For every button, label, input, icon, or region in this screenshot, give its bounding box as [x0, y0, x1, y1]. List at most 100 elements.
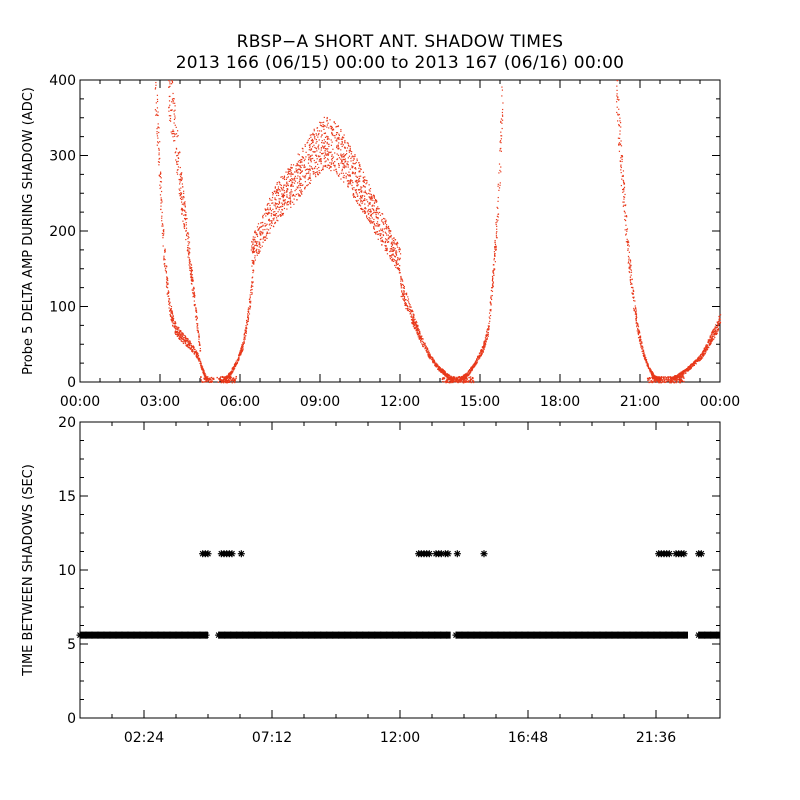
data-point: [184, 340, 187, 342]
data-point: [649, 368, 651, 370]
data-point: [277, 188, 279, 190]
data-point: [289, 168, 291, 171]
data-point: [711, 335, 714, 338]
data-point: [235, 363, 237, 365]
data-point: [416, 331, 419, 333]
data-point: [650, 372, 652, 374]
data-point: [353, 196, 355, 198]
data-point: [655, 379, 657, 381]
data-point: [189, 343, 191, 345]
data-point: [293, 179, 295, 181]
data-point: [677, 375, 680, 377]
data-point: [338, 142, 340, 144]
data-point: [223, 378, 225, 380]
data-point: [458, 379, 461, 381]
data-point: [483, 340, 485, 343]
data-point: [708, 339, 710, 342]
data-point: [354, 167, 356, 169]
data-point: [639, 339, 641, 341]
data-point: [351, 156, 353, 158]
data-point: [318, 160, 320, 162]
data-point: [358, 180, 360, 182]
data-point: [401, 295, 403, 298]
data-point: [463, 379, 465, 382]
data-point: [628, 259, 630, 261]
data-point: [262, 221, 264, 224]
data-point: [316, 127, 318, 129]
data-point: [393, 241, 395, 243]
data-point: [437, 367, 439, 369]
data-point: [327, 164, 329, 166]
data-point: [321, 168, 324, 171]
data-point: [196, 353, 198, 355]
data-point: [347, 174, 349, 176]
data-point: [289, 194, 291, 196]
data-point: [635, 320, 637, 322]
data-point: [300, 166, 302, 169]
data-point: [399, 257, 401, 259]
data-point: [177, 166, 180, 168]
data-point: [290, 164, 292, 166]
data-point: [176, 334, 179, 336]
data-point: [701, 352, 703, 354]
data-point: [395, 254, 398, 256]
data-point: [178, 178, 180, 181]
data-point: [336, 125, 338, 128]
data-point: [393, 249, 396, 251]
data-point: [198, 357, 200, 360]
data-point: [283, 207, 286, 210]
data-point: [289, 203, 292, 205]
data-point: [626, 230, 628, 232]
data-point: [473, 365, 475, 367]
data-point: [251, 292, 253, 294]
data-point: [243, 338, 245, 340]
data-point: [180, 335, 182, 337]
data-point: [266, 203, 269, 205]
data-point: [299, 189, 301, 192]
data-point: [622, 205, 624, 207]
data-point: [442, 368, 444, 371]
data-point: [501, 86, 503, 88]
data-point: [618, 125, 620, 127]
data-point: [327, 148, 329, 150]
data-point: [497, 216, 499, 218]
data-point: [426, 348, 428, 350]
data-point: [196, 324, 199, 326]
data-point: [305, 168, 308, 171]
data-point: [233, 368, 235, 371]
data-point: [366, 193, 368, 195]
data-point: [195, 354, 198, 356]
data-point: [181, 178, 183, 180]
data-point: [636, 323, 638, 325]
data-point: [696, 360, 699, 362]
data-point: [635, 322, 638, 324]
data-point: [199, 360, 201, 362]
data-point: [282, 212, 285, 215]
data-point: [621, 175, 623, 177]
data-point: [699, 355, 701, 357]
data-point: [488, 328, 490, 330]
data-point: [628, 257, 630, 259]
data-point: [232, 366, 235, 368]
x-tick-label: 06:00: [220, 394, 260, 410]
data-point: [621, 156, 624, 158]
data-point: [327, 136, 329, 138]
data-point: [418, 337, 421, 339]
data-point: [171, 81, 174, 83]
data-point: [231, 371, 233, 373]
data-point: [158, 131, 160, 134]
data-point: [391, 258, 394, 261]
data-point: [711, 339, 713, 341]
data-point: [338, 175, 340, 177]
data-point: [480, 351, 482, 353]
data-point: [617, 97, 619, 99]
data-point: [312, 133, 314, 136]
data-point: [381, 239, 384, 241]
data-point: [266, 223, 268, 225]
data-point: [309, 169, 311, 171]
data-point: [618, 123, 620, 126]
data-point: [193, 295, 195, 297]
data-point: [228, 374, 230, 376]
data-point: [501, 89, 504, 91]
data-point: [301, 190, 303, 193]
